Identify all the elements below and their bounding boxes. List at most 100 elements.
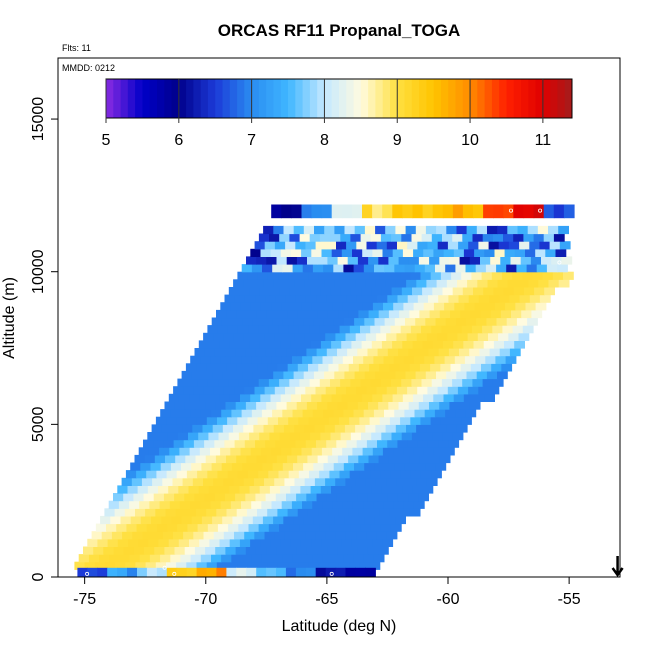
heatmap-cell <box>226 309 237 319</box>
heatmap-cell <box>204 348 216 357</box>
colorbar-swatch <box>207 79 216 118</box>
heatmap-cell <box>229 485 240 494</box>
heatmap-cell <box>310 485 322 494</box>
heatmap-cell <box>100 515 111 525</box>
heatmap-cell <box>300 287 311 296</box>
heatmap-cell <box>329 325 341 334</box>
heatmap-cell <box>293 515 305 525</box>
heatmap-cell <box>404 409 416 418</box>
heatmap-cell <box>91 531 103 540</box>
heatmap-cell <box>456 370 468 380</box>
heatmap-cell <box>342 302 354 311</box>
heatmap-cell <box>422 485 434 494</box>
heatmap-cell <box>370 470 381 479</box>
heatmap-cell <box>263 279 275 288</box>
heatmap-cell <box>360 233 372 242</box>
heatmap-cell <box>448 348 460 357</box>
heatmap-cell <box>395 515 406 525</box>
heatmap-cell <box>260 302 272 311</box>
heatmap-cell <box>181 370 193 380</box>
heatmap-cell <box>212 515 223 525</box>
heatmap-cell <box>410 470 422 479</box>
heatmap-cell <box>161 515 172 525</box>
heatmap-cell <box>331 248 343 257</box>
heatmap-cell <box>492 233 504 242</box>
heatmap-cell <box>336 439 348 448</box>
heatmap-cell <box>239 538 251 547</box>
heatmap-cell <box>286 493 297 502</box>
heatmap-cell <box>488 241 500 250</box>
heatmap-cell <box>367 294 378 303</box>
heatmap-cell <box>266 256 278 265</box>
heatmap-cell <box>273 424 285 433</box>
heatmap-cell <box>446 225 458 235</box>
heatmap-cell <box>327 454 339 464</box>
heatmap-cell <box>370 233 382 242</box>
heatmap-cell <box>382 538 394 547</box>
heatmap-cell <box>548 225 559 235</box>
heatmap-cell <box>214 348 226 357</box>
heatmap-cell <box>305 294 317 303</box>
heatmap-cell <box>439 256 451 265</box>
heatmap-cell <box>350 378 362 387</box>
top-strip-cell <box>362 204 373 219</box>
heatmap-cell <box>329 271 340 280</box>
heatmap-cell <box>356 531 367 540</box>
heatmap-cell <box>327 546 338 555</box>
heatmap-cell <box>278 470 290 479</box>
heatmap-cell <box>225 401 237 410</box>
heatmap-cell <box>145 561 157 570</box>
heatmap-cell <box>492 325 504 334</box>
heatmap-cell <box>331 538 343 547</box>
heatmap-cell <box>268 325 280 334</box>
heatmap-cell <box>553 233 565 242</box>
colorbar: 5 6 7 8 9 10 11 <box>102 78 573 149</box>
heatmap-cell <box>316 348 328 357</box>
heatmap-cell <box>296 493 307 502</box>
heatmap-cell <box>319 378 331 387</box>
heatmap-cell <box>296 546 308 555</box>
heatmap-cell <box>309 523 321 532</box>
heatmap-cell <box>168 538 180 547</box>
heatmap-cell <box>461 271 472 280</box>
heatmap-cell <box>408 401 420 410</box>
heatmap-cell <box>208 432 220 441</box>
heatmap-cell <box>456 424 468 433</box>
heatmap-cell <box>174 401 186 410</box>
heatmap-cell <box>455 317 467 326</box>
heatmap-cell <box>309 233 321 242</box>
heatmap-cell <box>78 554 90 563</box>
heatmap-cell <box>321 447 333 456</box>
heatmap-cell <box>436 424 448 433</box>
heatmap-cell <box>266 546 277 555</box>
heatmap-cell <box>406 424 417 433</box>
heatmap-cell <box>415 370 427 380</box>
heatmap-cell <box>349 470 361 479</box>
heatmap-cell <box>340 432 352 441</box>
top-strip-cell <box>452 204 464 219</box>
heatmap-cell <box>387 294 399 303</box>
heatmap-cell <box>525 248 536 257</box>
heatmap-cell <box>250 302 262 311</box>
heatmap-cell <box>141 477 153 486</box>
heatmap-cell <box>412 340 424 349</box>
heatmap-cell <box>143 493 155 502</box>
heatmap-cell <box>407 386 418 395</box>
heatmap-cell <box>333 462 345 471</box>
heatmap-cell <box>427 439 439 448</box>
heatmap-cell <box>405 225 417 235</box>
heatmap-cell <box>539 241 551 250</box>
heatmap-cell <box>372 248 384 257</box>
heatmap-cell <box>223 332 235 341</box>
heatmap-cell <box>518 332 530 341</box>
heatmap-cell <box>229 340 241 349</box>
heatmap-cell <box>173 439 185 448</box>
heatmap-cell <box>234 439 246 448</box>
heatmap-cell <box>297 309 309 319</box>
heatmap-cell <box>352 447 364 456</box>
colorbar-swatch <box>397 79 406 118</box>
heatmap-cell <box>135 561 147 570</box>
heatmap-cell <box>340 233 352 242</box>
heatmap-cell <box>350 287 362 296</box>
